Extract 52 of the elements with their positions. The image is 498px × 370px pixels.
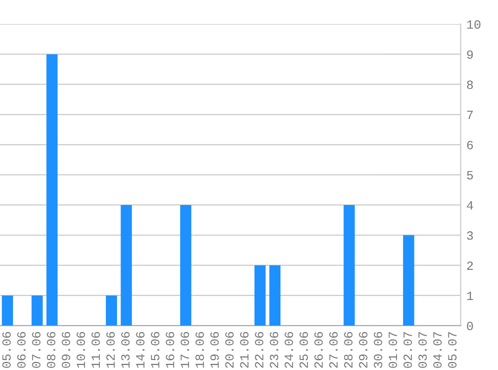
x-tick-label: 25.06 bbox=[299, 332, 308, 368]
x-tick-label: 17.06 bbox=[180, 332, 190, 368]
y-tick-label: 2 bbox=[467, 261, 473, 270]
bar bbox=[2, 295, 13, 326]
x-tick-label: 27.06 bbox=[329, 332, 338, 368]
x-tick-label: 19.06 bbox=[210, 332, 219, 368]
x-tick-label: 26.06 bbox=[314, 332, 323, 368]
x-tick-label: 10.06 bbox=[76, 332, 86, 368]
y-tick-label: 6 bbox=[467, 140, 473, 150]
x-tick-label: 07.06 bbox=[32, 332, 41, 368]
x-tick-label: 28.06 bbox=[344, 332, 353, 368]
bar bbox=[269, 265, 280, 326]
bar bbox=[46, 54, 58, 326]
x-tick-label: 23.06 bbox=[270, 332, 278, 368]
y-tick-label: 0 bbox=[466, 322, 473, 330]
x-tick-label: 04.07 bbox=[433, 332, 442, 368]
bar bbox=[120, 204, 132, 326]
y-tick-label: 4 bbox=[466, 201, 474, 210]
x-tick-label: 21.06 bbox=[240, 332, 249, 368]
y-tick-label: 8 bbox=[467, 80, 473, 90]
x-tick-label: 29.06 bbox=[358, 332, 368, 368]
x-tick-label: 22.06 bbox=[254, 332, 264, 368]
bar bbox=[403, 235, 414, 326]
bar bbox=[180, 204, 192, 326]
x-tick-label: 06.06 bbox=[17, 332, 26, 368]
x-tick-label: 12.06 bbox=[106, 332, 115, 368]
x-tick-label: 16.06 bbox=[166, 332, 174, 368]
x-tick-label: 18.06 bbox=[195, 332, 204, 368]
bar bbox=[32, 295, 43, 326]
x-tick-label: 05.07 bbox=[448, 332, 457, 368]
x-tick-label: 13.06 bbox=[121, 332, 130, 368]
bar bbox=[254, 265, 266, 326]
x-tick-label: 01.07 bbox=[388, 332, 398, 368]
x-tick-label: 03.07 bbox=[418, 332, 427, 368]
y-tick-label: 7 bbox=[467, 110, 473, 120]
y-tick-label: 1 bbox=[467, 292, 474, 300]
x-tick-label: 24.06 bbox=[284, 332, 294, 368]
x-tick-label: 02.07 bbox=[404, 332, 412, 368]
x-tick-label: 15.06 bbox=[150, 332, 160, 368]
bar bbox=[344, 204, 355, 326]
x-tick-label: 20.06 bbox=[225, 332, 234, 368]
x-tick-label: 11.06 bbox=[91, 332, 100, 368]
y-tick-label: 10 bbox=[467, 20, 480, 29]
x-tick-label: 14.06 bbox=[136, 332, 145, 368]
bar bbox=[106, 295, 118, 326]
x-tick-label: 30.06 bbox=[374, 332, 382, 368]
y-tick-label: 3 bbox=[466, 231, 473, 240]
x-tick-label: 08.06 bbox=[46, 332, 56, 368]
y-tick-label: 9 bbox=[467, 50, 473, 59]
y-tick-label: 5 bbox=[466, 171, 473, 180]
x-tick-label: 05.06 bbox=[2, 332, 11, 368]
x-tick-label: 09.06 bbox=[62, 332, 70, 368]
